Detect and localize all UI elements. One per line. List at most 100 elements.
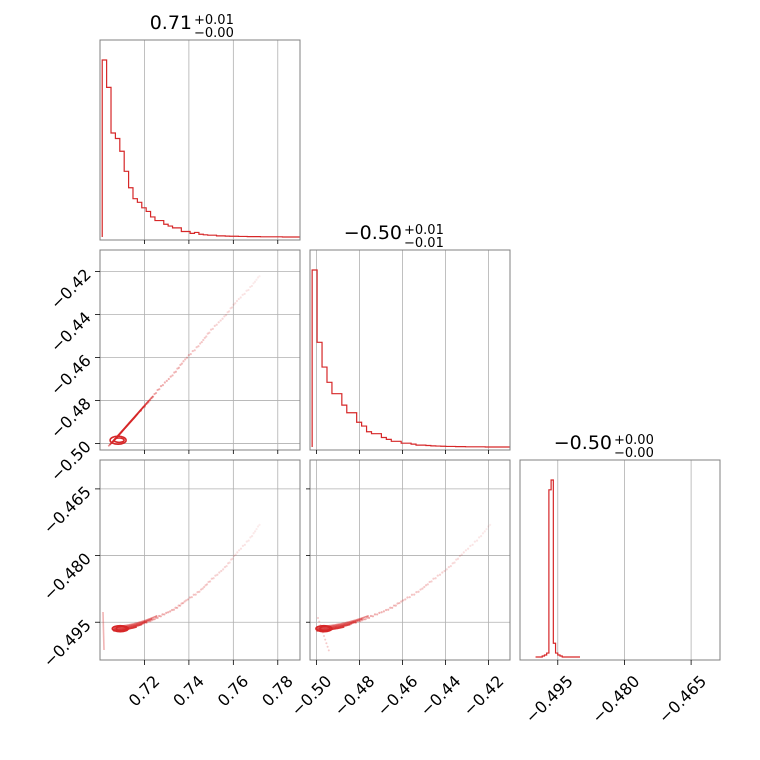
scatter-point [430,580,433,583]
scatter-point [323,635,325,637]
contour-core [111,624,130,633]
contour-core [109,435,127,445]
panel-2-2: −0.50 +0.00−0.00 [519,432,721,661]
scatter-point [163,381,166,384]
scatter-point [384,608,388,612]
scatter-point [206,332,209,335]
scatter-point [216,573,219,576]
scatter-point [247,539,250,542]
scatter-point [231,557,234,560]
scatter-point [376,613,379,616]
scatter-point [400,600,403,603]
x-tick-label: −0.44 [416,672,464,720]
scatter-point [209,328,213,331]
y-tick-label: −0.50 [47,437,95,485]
scatter-point [213,324,216,327]
scatter-point [152,618,155,621]
contour-line [316,623,351,631]
scatter-point [320,627,323,630]
marginal-title-plus: +0.00 [614,433,654,448]
scatter-point [250,284,254,288]
scatter-point [319,624,322,627]
scatter-point [382,610,385,613]
scatter-point [235,299,239,303]
marginal-title-minus: −0.00 [614,446,654,461]
scatter-point [174,606,177,609]
scatter-point [241,544,245,548]
scatter-point [473,540,476,543]
scatter-point [456,557,460,560]
scatter-point [252,532,255,535]
scatter-point [209,580,212,583]
scatter-point [163,613,166,616]
scatter-point [451,562,454,565]
scatter-point [380,611,383,614]
scatter-point [187,354,190,357]
scatter-point [179,363,182,366]
contour-line [316,618,363,629]
scatter-point [410,593,414,596]
scatter-point [436,574,439,577]
scatter-point [171,374,174,377]
marks [315,523,492,652]
marginal-title-minus: −0.01 [404,236,444,251]
scatter-point [453,561,456,564]
scatter-point [373,613,377,616]
scatter-point [256,525,260,528]
scatter-point [153,618,156,621]
scatter-point [250,535,254,538]
scatter-point [467,547,470,550]
scatter-point [153,392,156,396]
scatter-point [199,588,203,591]
scatter-point [406,596,409,599]
scatter-point [487,525,490,528]
scatter-point [391,606,394,609]
y-tick-label: −0.44 [47,308,95,356]
scatter-point [203,585,206,589]
contour-line [316,621,357,630]
scatter-point [243,543,246,546]
scatter-point [255,528,258,531]
x-tick-label: 0.76 [214,672,253,711]
panel-frame [309,459,511,661]
scatter-point [483,530,486,533]
scatter-point [192,593,195,596]
scatter-point [229,558,233,561]
scatter-point [156,616,159,619]
scatter-point [258,275,261,278]
scatter-point [471,543,474,546]
y-tick-label: −0.46 [47,351,95,399]
scatter-point [396,602,399,605]
scatter-point [434,577,437,580]
scatter-point [389,606,392,609]
contour-core [113,437,125,444]
scatter-point [169,610,172,613]
scatter-point [387,608,390,611]
scatter-point [243,292,246,295]
histogram-series [101,59,300,238]
contour-core [315,624,333,633]
scatter-point [223,315,226,318]
scatter-point [426,583,429,586]
scatter-point [177,604,180,607]
scatter-point [161,384,165,387]
scatter-point [193,349,196,352]
scatter-point [179,604,182,607]
contour-line [113,621,148,630]
x-tick-label: −0.50 [287,672,335,720]
histogram-series [311,269,510,448]
scatter-point [447,566,450,569]
scatter-point [161,613,164,616]
panel-frame [519,459,721,661]
scatter-point [317,617,319,619]
x-tick-label: −0.480 [588,672,643,727]
scatter-point [449,565,452,568]
marks [102,523,261,651]
scatter-point [182,360,185,363]
panel-1-0 [99,249,301,451]
x-tick-label: −0.48 [330,672,378,720]
scatter-point [200,340,203,344]
scatter-point [207,580,210,584]
scatter-point [245,289,248,292]
marginal-title-minus: −0.00 [194,26,234,41]
